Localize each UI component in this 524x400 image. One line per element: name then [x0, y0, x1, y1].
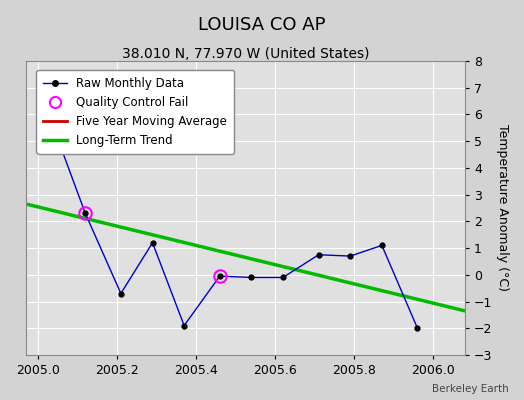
Text: Berkeley Earth: Berkeley Earth — [432, 384, 508, 394]
Title: 38.010 N, 77.970 W (United States): 38.010 N, 77.970 W (United States) — [122, 47, 369, 61]
Legend: Raw Monthly Data, Quality Control Fail, Five Year Moving Average, Long-Term Tren: Raw Monthly Data, Quality Control Fail, … — [36, 70, 234, 154]
Text: LOUISA CO AP: LOUISA CO AP — [198, 16, 326, 34]
Y-axis label: Temperature Anomaly (°C): Temperature Anomaly (°C) — [496, 124, 509, 292]
